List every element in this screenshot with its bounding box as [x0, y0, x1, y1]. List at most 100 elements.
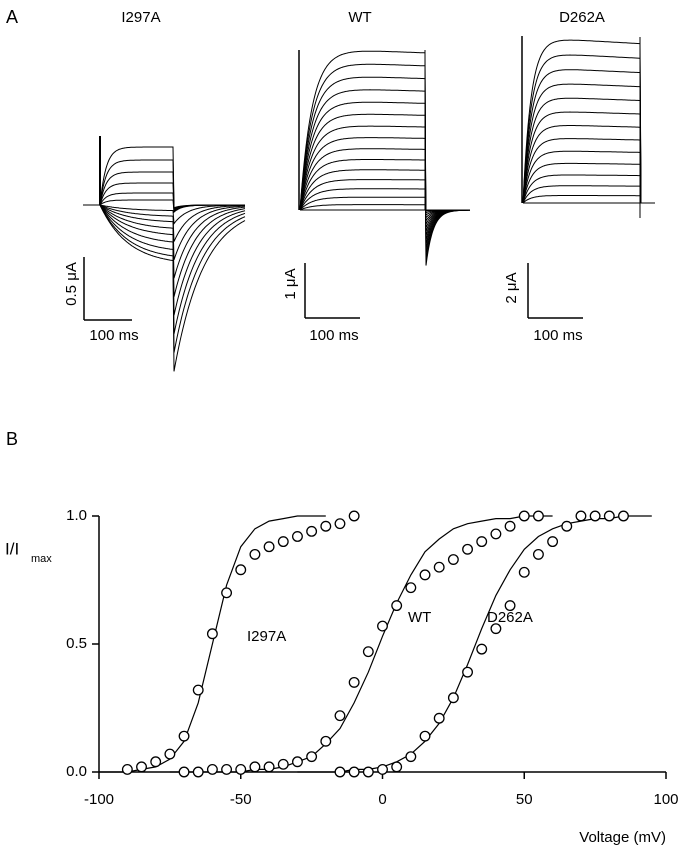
- data-point: [263, 541, 275, 553]
- data-point: [178, 766, 190, 778]
- data-point: [433, 561, 445, 573]
- current-trace: [522, 54, 655, 204]
- x-tick-label: -100: [84, 791, 114, 808]
- current-trace: [522, 111, 655, 204]
- current-trace: [299, 76, 470, 255]
- data-point: [334, 766, 346, 778]
- current-trace: [522, 69, 655, 204]
- data-point: [433, 712, 445, 724]
- data-point: [377, 763, 388, 775]
- current-trace: [99, 204, 246, 353]
- current-trace: [299, 101, 470, 245]
- current-trace: [99, 171, 245, 211]
- current-scale-label: 0.5 μA: [63, 262, 80, 306]
- current-trace: [522, 138, 655, 204]
- data-point: [292, 531, 303, 542]
- current-trace: [522, 174, 655, 204]
- current-scale-label: 1 μA: [282, 268, 299, 299]
- panel-label: A: [6, 7, 18, 27]
- data-point: [320, 735, 332, 747]
- data-point: [447, 554, 459, 565]
- data-point: [547, 536, 559, 548]
- fit-curve: [99, 515, 326, 773]
- data-point: [206, 628, 218, 640]
- data-point: [462, 543, 474, 555]
- data-point: [589, 510, 601, 522]
- current-trace: [522, 39, 655, 204]
- y-tick-label: 0.0: [66, 763, 87, 780]
- data-point: [249, 548, 261, 560]
- data-point: [476, 643, 488, 655]
- data-point: [136, 761, 147, 773]
- current-trace: [522, 185, 655, 204]
- data-point: [334, 518, 346, 530]
- time-scale-label: 100 ms: [533, 327, 582, 344]
- data-point: [277, 758, 289, 770]
- data-point: [306, 751, 318, 763]
- x-tick-label: 50: [516, 791, 533, 808]
- data-point: [277, 536, 289, 548]
- scale-bars: [83, 257, 583, 321]
- data-point: [292, 756, 303, 768]
- data-point: [362, 766, 374, 778]
- time-scale-label: 100 ms: [309, 327, 358, 344]
- y-axis-label: I/I: [5, 539, 19, 558]
- data-point: [504, 520, 516, 532]
- data-point: [348, 676, 360, 688]
- x-axis-label: Voltage (mV): [579, 829, 666, 846]
- y-tick-label: 0.5: [66, 635, 87, 652]
- data-point: [221, 587, 233, 599]
- data-point: [391, 600, 403, 612]
- data-point: [334, 710, 346, 722]
- data-point: [249, 761, 261, 773]
- x-tick-label: 0: [378, 791, 386, 808]
- data-point: [348, 766, 360, 778]
- data-point: [306, 525, 318, 537]
- current-trace: [99, 159, 245, 210]
- data-point: [447, 692, 459, 704]
- panel-label: B: [6, 429, 18, 449]
- data-point: [490, 528, 502, 540]
- series-label: WT: [408, 609, 431, 626]
- data-point: [419, 569, 431, 581]
- data-point: [490, 623, 502, 635]
- fit-curve: [169, 515, 553, 773]
- data-point: [235, 564, 247, 576]
- current-trace: [99, 204, 246, 316]
- data-point: [235, 763, 247, 775]
- data-point: [532, 510, 544, 522]
- data-point: [377, 620, 388, 632]
- current-scale-label: 2 μA: [503, 272, 520, 303]
- fit-curve: [297, 515, 652, 773]
- current-trace: [299, 113, 470, 241]
- current-traces: [83, 36, 655, 372]
- current-trace: [99, 204, 246, 372]
- current-trace: [99, 204, 246, 335]
- current-trace: [99, 204, 246, 279]
- data-point: [164, 748, 176, 760]
- y-tick-label: 1.0: [66, 507, 87, 524]
- data-point: [362, 646, 374, 658]
- data-point: [121, 763, 133, 775]
- time-scale-label: 100 ms: [89, 327, 138, 344]
- current-trace: [522, 125, 655, 204]
- data-point: [348, 510, 360, 522]
- data-point: [263, 761, 275, 773]
- data-point: [532, 548, 544, 560]
- data-point: [603, 510, 615, 522]
- data-point: [504, 600, 516, 612]
- recording-title: WT: [348, 9, 371, 26]
- current-trace: [99, 204, 246, 242]
- y-axis-label-subscript: max: [31, 553, 52, 565]
- data-point: [518, 510, 530, 522]
- data-point: [192, 766, 204, 778]
- data-point: [561, 520, 573, 532]
- current-trace: [99, 199, 245, 214]
- series-label: D262A: [487, 609, 533, 626]
- data-point: [405, 582, 417, 594]
- current-trace: [99, 204, 245, 225]
- current-trace: [522, 97, 655, 204]
- current-trace: [99, 204, 245, 261]
- current-trace: [299, 125, 471, 236]
